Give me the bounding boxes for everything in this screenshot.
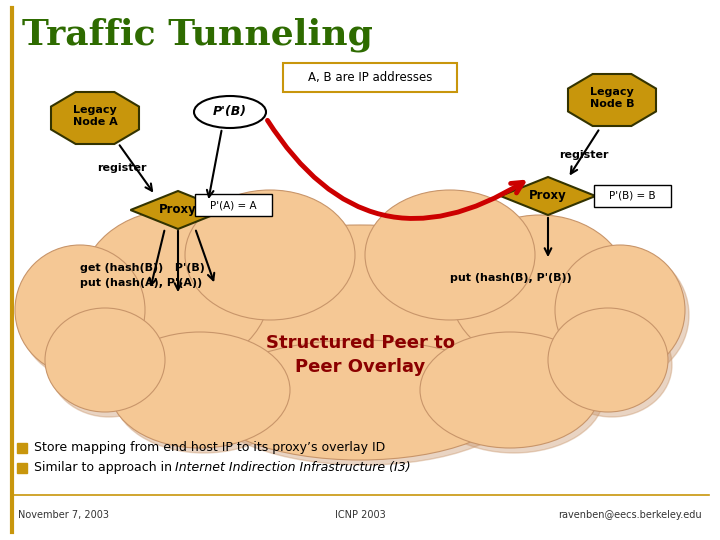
Text: get (hash(B))   P'(B): get (hash(B)) P'(B) xyxy=(80,263,205,273)
Ellipse shape xyxy=(185,190,355,320)
Ellipse shape xyxy=(209,345,519,465)
Ellipse shape xyxy=(424,337,604,453)
Ellipse shape xyxy=(454,220,634,370)
Text: Store mapping from end host IP to its proxy’s overlay ID: Store mapping from end host IP to its pr… xyxy=(34,442,385,455)
Text: register: register xyxy=(97,163,147,173)
Text: put (hash(B), P'(B)): put (hash(B), P'(B)) xyxy=(450,273,572,283)
Ellipse shape xyxy=(150,225,570,435)
FancyBboxPatch shape xyxy=(283,63,457,92)
Ellipse shape xyxy=(205,340,515,460)
Ellipse shape xyxy=(15,245,145,375)
Ellipse shape xyxy=(369,195,539,325)
Text: Internet Indirection Infrastructure (I3): Internet Indirection Infrastructure (I3) xyxy=(175,462,410,475)
Text: ravenben@eecs.berkeley.edu: ravenben@eecs.berkeley.edu xyxy=(559,510,702,520)
Text: Proxy: Proxy xyxy=(529,190,567,202)
Polygon shape xyxy=(568,74,656,126)
Ellipse shape xyxy=(559,250,689,380)
Ellipse shape xyxy=(420,332,600,448)
Ellipse shape xyxy=(80,210,270,370)
Ellipse shape xyxy=(555,245,685,375)
Ellipse shape xyxy=(365,190,535,320)
Polygon shape xyxy=(500,177,595,215)
Text: P'(B): P'(B) xyxy=(213,105,247,118)
Text: Traffic Tunneling: Traffic Tunneling xyxy=(22,18,373,52)
Ellipse shape xyxy=(552,313,672,417)
Ellipse shape xyxy=(450,215,630,365)
Text: November 7, 2003: November 7, 2003 xyxy=(18,510,109,520)
Text: Legacy
Node A: Legacy Node A xyxy=(73,105,117,127)
FancyArrowPatch shape xyxy=(268,120,523,219)
FancyBboxPatch shape xyxy=(195,194,272,216)
Text: put (hash(A), P'(A)): put (hash(A), P'(A)) xyxy=(80,278,202,288)
Polygon shape xyxy=(130,191,225,229)
Ellipse shape xyxy=(189,195,359,325)
Text: Legacy
Node B: Legacy Node B xyxy=(590,87,634,109)
Ellipse shape xyxy=(114,337,294,453)
Text: ICNP 2003: ICNP 2003 xyxy=(335,510,385,520)
Ellipse shape xyxy=(548,308,668,412)
Ellipse shape xyxy=(84,215,274,375)
Text: Proxy: Proxy xyxy=(159,204,197,217)
Text: P'(B) = B: P'(B) = B xyxy=(608,191,655,201)
Ellipse shape xyxy=(45,308,165,412)
Ellipse shape xyxy=(154,230,574,440)
Polygon shape xyxy=(51,92,139,144)
Text: Structured Peer to
Peer Overlay: Structured Peer to Peer Overlay xyxy=(266,334,454,376)
Text: A, B are IP addresses: A, B are IP addresses xyxy=(308,71,432,84)
Ellipse shape xyxy=(49,313,169,417)
Ellipse shape xyxy=(19,250,149,380)
FancyBboxPatch shape xyxy=(594,185,671,207)
Text: P'(A) = A: P'(A) = A xyxy=(210,200,256,210)
Text: Similar to approach in: Similar to approach in xyxy=(34,462,176,475)
Ellipse shape xyxy=(110,332,290,448)
Text: register: register xyxy=(559,150,608,160)
Ellipse shape xyxy=(194,96,266,128)
